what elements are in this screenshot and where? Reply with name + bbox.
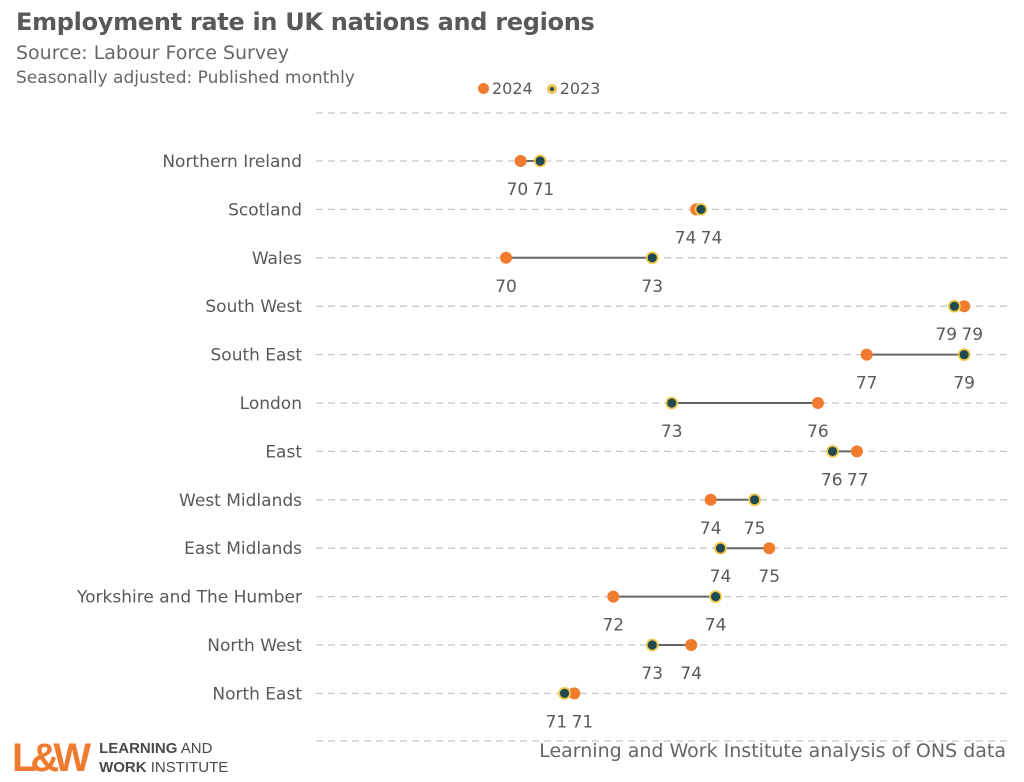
category-label: North West xyxy=(207,636,302,656)
chart-title: Employment rate in UK nations and region… xyxy=(16,8,595,36)
legend-dot-2024 xyxy=(478,83,489,94)
category-label: West Midlands xyxy=(179,491,302,511)
dot-2023 xyxy=(826,444,839,458)
chart-subtitle: Source: Labour Force Survey xyxy=(16,42,290,64)
data-label-2024: 75 xyxy=(758,567,780,587)
category-label: North East xyxy=(212,684,302,704)
dot-2023 xyxy=(645,638,659,652)
category-label: South East xyxy=(211,346,303,366)
dot-2024 xyxy=(704,493,717,506)
dot-2023 xyxy=(694,202,708,216)
dot-2023 xyxy=(714,541,727,555)
dot-2023 xyxy=(645,251,659,265)
chart-note: Seasonally adjusted: Published monthly xyxy=(16,68,355,88)
data-label-2024: 72 xyxy=(602,616,624,636)
data-label-2024: 71 xyxy=(572,712,594,732)
data-label-2023: 73 xyxy=(641,277,663,297)
legend-item-2023: 2023 xyxy=(546,79,601,98)
dot-2024 xyxy=(958,300,971,313)
data-label-2023: 73 xyxy=(641,664,663,684)
data-label-2024: 79 xyxy=(961,325,983,345)
dot-2024 xyxy=(763,542,776,555)
dot-2023 xyxy=(665,396,679,410)
dot-2024 xyxy=(685,639,698,651)
data-label-2023: 75 xyxy=(744,519,766,539)
data-label-2024: 76 xyxy=(807,422,829,442)
legend-label-2023: 2023 xyxy=(559,79,601,98)
logo-text: LEARNING AND WORK INSTITUTE xyxy=(99,740,229,776)
dot-2024 xyxy=(568,687,581,700)
data-label-2024: 77 xyxy=(856,374,878,394)
category-label: South West xyxy=(205,297,302,317)
dot-2023 xyxy=(748,493,761,507)
dot-2024 xyxy=(850,445,863,458)
lw-logo: L&W LEARNING AND WORK INSTITUTE xyxy=(12,738,228,778)
data-label-2023: 71 xyxy=(546,712,568,732)
data-label-2023: 76 xyxy=(821,470,843,490)
data-label-2023: 79 xyxy=(953,374,975,394)
legend-label-2024: 2024 xyxy=(492,79,533,98)
category-label: East xyxy=(265,442,302,462)
data-label-2024: 74 xyxy=(680,664,702,684)
data-label-2023: 79 xyxy=(935,325,957,345)
dot-2023 xyxy=(558,687,571,700)
dot-2023 xyxy=(709,590,723,603)
dot-2024 xyxy=(811,397,824,409)
dot-2024 xyxy=(860,348,873,361)
data-label-2024: 77 xyxy=(847,470,869,490)
data-label-2023: 71 xyxy=(533,180,555,200)
logo-mark: L&W xyxy=(12,736,91,780)
dot-2023 xyxy=(533,154,547,168)
legend-dot-2023 xyxy=(546,83,557,94)
dot-2024 xyxy=(514,155,527,167)
data-label-2024: 74 xyxy=(700,519,722,539)
category-label: Northern Ireland xyxy=(162,152,302,172)
dot-2024 xyxy=(607,590,620,603)
data-label-2023: 74 xyxy=(710,567,732,587)
data-label-2023: 74 xyxy=(701,228,723,248)
dot-2024 xyxy=(500,251,513,264)
category-label: Scotland xyxy=(228,200,302,220)
category-label: Wales xyxy=(252,249,302,269)
legend: 2024 2023 xyxy=(478,79,610,98)
category-label: Yorkshire and The Humber xyxy=(76,588,302,608)
category-label: London xyxy=(240,394,302,414)
legend-item-2024: 2024 xyxy=(478,79,533,98)
data-label-2024: 74 xyxy=(675,228,697,248)
category-label: East Midlands xyxy=(184,539,302,559)
credit-text: Learning and Work Institute analysis of … xyxy=(539,740,1006,762)
data-label-2024: 70 xyxy=(507,180,529,200)
data-label-2023: 74 xyxy=(705,616,727,636)
dot-2023 xyxy=(947,299,961,313)
data-label-2024: 70 xyxy=(495,277,517,297)
data-label-2023: 73 xyxy=(661,422,683,442)
dot-2023 xyxy=(957,348,971,362)
